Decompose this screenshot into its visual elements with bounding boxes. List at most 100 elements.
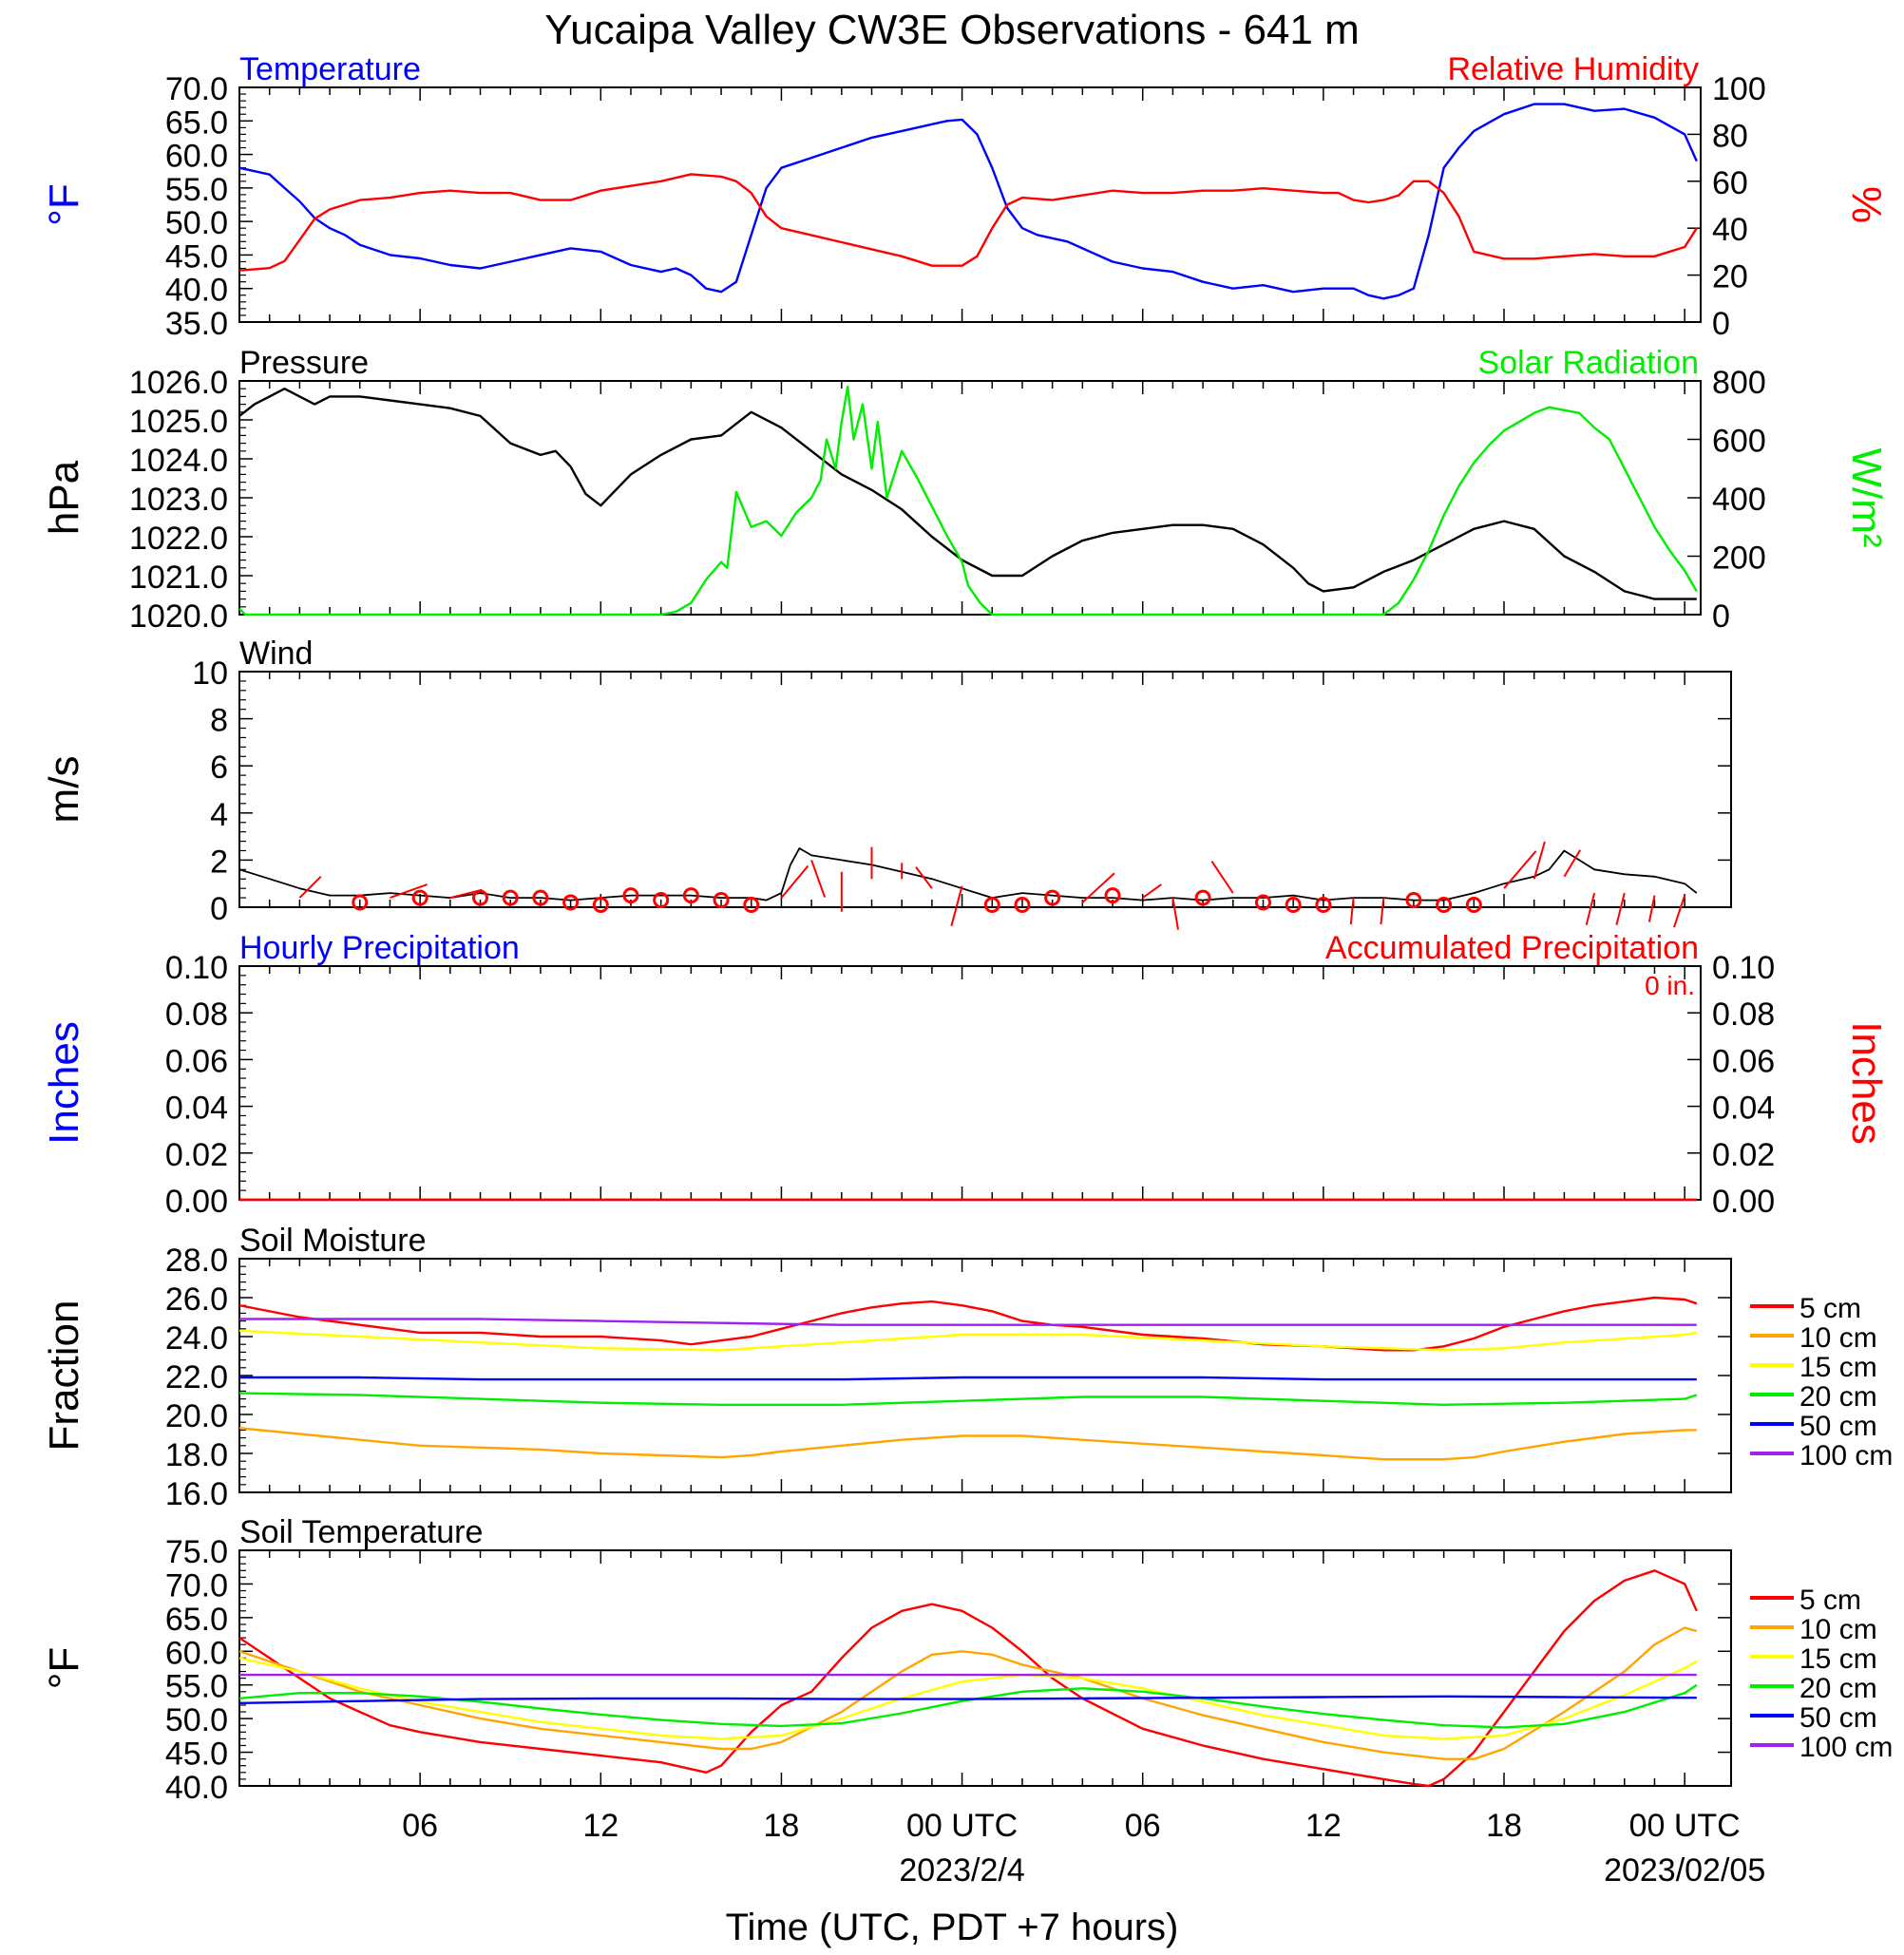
wind-barb xyxy=(390,883,428,900)
legend-label: 100 cm xyxy=(1799,1440,1893,1471)
x-tick-label: 18 xyxy=(1486,1808,1522,1844)
y-tick-label-right: 200 xyxy=(1712,541,1766,577)
y-tick-label: 1022.0 xyxy=(129,521,228,557)
chart-panels: 70.065.060.055.050.045.040.035.010080604… xyxy=(41,51,1893,1806)
y-tick-label: 18.0 xyxy=(165,1437,228,1473)
y-tick-label: 10 xyxy=(192,655,228,692)
wind-barb xyxy=(1647,895,1656,922)
plot-frame xyxy=(238,965,1702,1201)
plot-frame xyxy=(238,1549,1732,1787)
calm-wind-marker xyxy=(472,889,489,906)
y-tick-label: 70.0 xyxy=(165,71,228,107)
wind-barb xyxy=(1142,883,1162,899)
calm-wind-marker xyxy=(1044,889,1061,906)
y-tick-label: 2 xyxy=(210,844,228,880)
y-tick-label: 45.0 xyxy=(165,1737,228,1773)
y-tick-label-right: 80 xyxy=(1712,118,1748,154)
x-tick-label: 12 xyxy=(582,1808,619,1844)
calm-wind-marker xyxy=(592,897,609,914)
panel-title-left: Soil Moisture xyxy=(239,1223,427,1259)
calm-wind-marker xyxy=(653,892,670,909)
plot-frame xyxy=(238,671,1732,908)
y-tick-label: 75.0 xyxy=(165,1534,228,1570)
y-tick-label: 0.04 xyxy=(165,1091,228,1127)
y-tick-label: 0 xyxy=(210,891,228,927)
wind-barb xyxy=(1503,850,1537,889)
panel-soil_moisture: 28.026.024.022.020.018.016.0 Soil Moistur… xyxy=(41,1223,1893,1512)
y-tick-label: 60.0 xyxy=(165,1635,228,1671)
series-pressure xyxy=(238,388,1697,600)
y-tick-label-right: 800 xyxy=(1712,365,1766,401)
y-axis-label-right: W/m² xyxy=(1843,447,1890,547)
legend-label: 20 cm xyxy=(1799,1381,1877,1413)
y-tick-label: 1025.0 xyxy=(129,404,228,440)
wind-barb xyxy=(1533,841,1546,880)
legend-label: 15 cm xyxy=(1799,1352,1877,1383)
series-relative-humidity xyxy=(238,173,1698,272)
panel-temp_rh: 70.065.060.055.050.045.040.035.0 100 80 60 4… xyxy=(41,51,1890,342)
calm-wind-marker xyxy=(502,889,519,906)
wind-barb xyxy=(1380,897,1385,925)
y-tick-label: 45.0 xyxy=(165,238,228,275)
y-tick-label: 24.0 xyxy=(165,1320,228,1357)
series-10-cm xyxy=(238,1626,1698,1760)
x-tick-label: 12 xyxy=(1305,1808,1342,1844)
y-tick-label-right: 0.04 xyxy=(1712,1091,1775,1127)
y-tick-label: 0.08 xyxy=(165,996,228,1033)
calm-wind-marker xyxy=(1315,897,1332,914)
series-15-cm xyxy=(238,1329,1697,1352)
wind-barb xyxy=(1615,892,1626,925)
calm-wind-marker xyxy=(352,894,369,911)
series-50-cm xyxy=(238,1695,1697,1704)
legend-label: 50 cm xyxy=(1799,1702,1877,1734)
x-axis-label: Time (UTC, PDT +7 hours) xyxy=(726,1907,1179,1948)
calm-wind-marker xyxy=(1194,889,1211,906)
y-tick-label-right: 0 xyxy=(1712,598,1730,635)
y-tick-label: 20.0 xyxy=(165,1398,228,1434)
y-tick-label-right: 20 xyxy=(1712,259,1748,295)
y-tick-label: 0.00 xyxy=(165,1184,228,1220)
panel-pressure_solar: 1026.01025.01024.01023.01022.01021.01020… xyxy=(41,345,1890,635)
calm-wind-marker xyxy=(1436,897,1453,914)
y-tick-label-right: 0.06 xyxy=(1712,1043,1775,1079)
y-tick-label: 22.0 xyxy=(165,1359,228,1395)
series-20-cm xyxy=(238,1683,1698,1729)
legend-label: 100 cm xyxy=(1799,1732,1893,1763)
y-axis-label-left: °F xyxy=(41,183,87,225)
legend-label: 50 cm xyxy=(1799,1411,1877,1442)
wind-barb xyxy=(1585,892,1596,925)
y-tick-label: 1020.0 xyxy=(129,598,228,635)
y-tick-label: 6 xyxy=(210,750,228,786)
x-tick-label: 06 xyxy=(402,1808,438,1844)
y-axis-label-left: m/s xyxy=(41,756,87,824)
wind-barb xyxy=(810,860,827,898)
y-tick-label: 55.0 xyxy=(165,1669,228,1705)
y-tick-label: 1026.0 xyxy=(129,365,228,401)
legend-label: 15 cm xyxy=(1799,1643,1877,1675)
series-wind xyxy=(238,847,1698,902)
y-tick-label: 50.0 xyxy=(165,205,228,241)
y-axis-label-right: Inches xyxy=(1843,1021,1890,1145)
y-tick-label: 40.0 xyxy=(165,273,228,309)
y-tick-label-right: 0 xyxy=(1712,306,1730,342)
series-10-cm xyxy=(238,1427,1697,1461)
calm-wind-marker xyxy=(713,892,730,909)
y-tick-label: 1023.0 xyxy=(129,482,228,518)
panel-title-right: Relative Humidity xyxy=(1447,51,1699,87)
y-tick-label-right: 0.10 xyxy=(1712,950,1775,986)
y-tick-label: 60.0 xyxy=(165,139,228,175)
panel-title-right: Accumulated Precipitation xyxy=(1325,930,1699,966)
panel-title-left: Soil Temperature xyxy=(239,1514,483,1550)
wind-barb xyxy=(298,875,322,899)
y-tick-label-right: 400 xyxy=(1712,482,1766,518)
legend-label: 20 cm xyxy=(1799,1673,1877,1704)
y-tick-label: 1024.0 xyxy=(129,443,228,479)
wind-barb xyxy=(950,885,963,926)
time-axis: 06 12 18 00 UTC 2023/2/4 06 12 18 00 UTC 2023/02/… xyxy=(402,1808,1765,1889)
calm-wind-marker xyxy=(622,887,639,904)
calm-wind-marker xyxy=(983,897,1000,914)
legend-label: 10 cm xyxy=(1799,1322,1877,1354)
y-tick-label: 0.10 xyxy=(165,950,228,986)
